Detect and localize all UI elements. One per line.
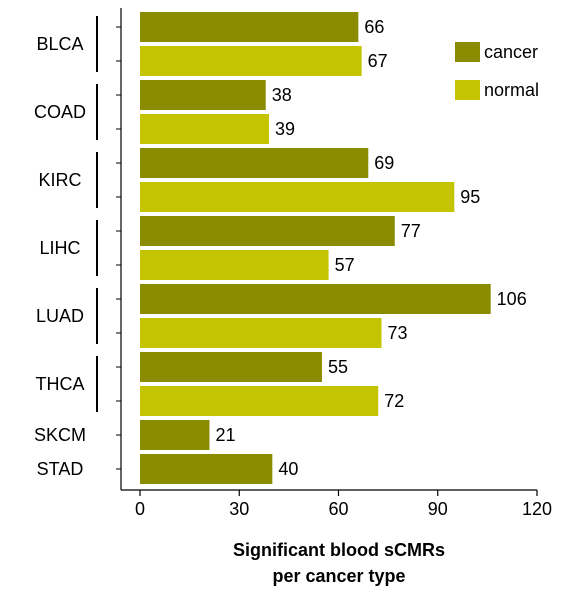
- bar: [140, 420, 210, 450]
- value-label: 21: [215, 425, 235, 445]
- y-tick-label: COAD: [34, 102, 86, 122]
- y-tick-label: BLCA: [36, 34, 83, 54]
- legend-label: normal: [484, 80, 539, 100]
- x-axis-label: per cancer type: [272, 566, 405, 586]
- value-label: 38: [272, 85, 292, 105]
- bar: [140, 114, 270, 144]
- legend-label: cancer: [484, 42, 538, 62]
- value-label: 66: [364, 17, 384, 37]
- bar: [140, 148, 369, 178]
- bar: [140, 250, 329, 280]
- x-tick-label: 120: [522, 499, 552, 519]
- bar: [140, 216, 395, 246]
- x-axis-label: Significant blood sCMRs: [233, 540, 445, 560]
- y-tick-label: KIRC: [38, 170, 81, 190]
- bar: [140, 284, 491, 314]
- bar: [140, 352, 322, 382]
- value-label: 77: [401, 221, 421, 241]
- x-tick-label: 90: [428, 499, 448, 519]
- bar: [140, 80, 266, 110]
- bar: [140, 182, 455, 212]
- y-tick-label: STAD: [37, 459, 84, 479]
- legend-swatch: [455, 42, 480, 62]
- value-label: 39: [275, 119, 295, 139]
- value-label: 106: [497, 289, 527, 309]
- y-tick-label: LUAD: [36, 306, 84, 326]
- value-label: 67: [368, 51, 388, 71]
- value-label: 73: [388, 323, 408, 343]
- value-label: 55: [328, 357, 348, 377]
- y-tick-label: THCA: [36, 374, 85, 394]
- bar: [140, 318, 382, 348]
- bar: [140, 46, 362, 76]
- bar: [140, 386, 379, 416]
- value-label: 69: [374, 153, 394, 173]
- x-tick-label: 30: [229, 499, 249, 519]
- x-tick-label: 0: [135, 499, 145, 519]
- legend-swatch: [455, 80, 480, 100]
- bar: [140, 454, 273, 484]
- y-tick-label: LIHC: [39, 238, 80, 258]
- value-label: 72: [384, 391, 404, 411]
- value-label: 95: [460, 187, 480, 207]
- x-tick-label: 60: [328, 499, 348, 519]
- value-label: 40: [278, 459, 298, 479]
- bar: [140, 12, 359, 42]
- value-label: 57: [335, 255, 355, 275]
- y-tick-label: SKCM: [34, 425, 86, 445]
